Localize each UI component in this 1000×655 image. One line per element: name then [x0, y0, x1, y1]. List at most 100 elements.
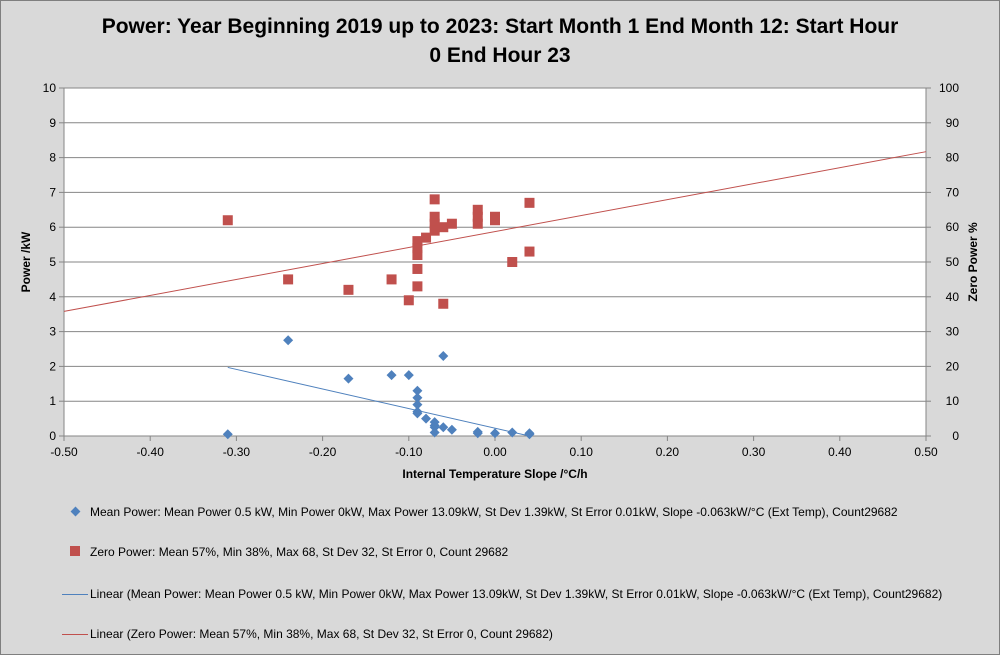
y-tick-label: 3 [49, 325, 56, 339]
y-tick-label: 9 [49, 116, 56, 130]
zero-power-point [412, 281, 423, 292]
y2-tick-label: 70 [946, 185, 960, 199]
x-tick-label: -0.20 [309, 445, 337, 459]
mean-power-point [438, 422, 449, 433]
y2-tick-label: 100 [939, 81, 959, 95]
zero-power-point [343, 284, 354, 295]
y2-tick-labels: 0 10 20 30 40 50 60 70 80 90 100 [939, 81, 959, 443]
zero-power-point [386, 274, 397, 285]
zero-power-point [412, 263, 423, 274]
zero-power-point [524, 197, 535, 208]
x-tick-label: 0.40 [828, 445, 852, 459]
x-tick-labels: -0.50 -0.40 -0.30 -0.20 -0.10 0.00 0.10 0.20 0.3… [50, 445, 938, 459]
zero-power-point [524, 246, 535, 257]
zero-power-point [438, 298, 449, 309]
y2-tick-label: 40 [946, 290, 960, 304]
trendline [227, 366, 530, 437]
y2-tick-label: 50 [946, 255, 960, 269]
mean-power-point [386, 370, 397, 381]
gridlines [59, 87, 931, 441]
legend-marker [62, 544, 90, 560]
y-tick-label: 10 [43, 81, 57, 95]
zero-power-point [222, 215, 233, 226]
zero-power-point [446, 218, 457, 229]
trendline [63, 151, 927, 312]
x-tick-label: 0.30 [742, 445, 766, 459]
legend-item-mean-power: Mean Power: Mean Power 0.5 kW, Min Power… [62, 504, 962, 520]
mean-power-point [412, 392, 423, 403]
legend-item-linear-zero-power: Linear (Zero Power: Mean 57%, Min 38%, M… [62, 626, 962, 642]
zero-power-point [421, 232, 432, 243]
line-marker-icon [62, 634, 88, 635]
chart-title: Power: Year Beginning 2019 up to 2023: S… [101, 15, 899, 67]
y-tick-label: 6 [49, 220, 56, 234]
y-tick-label: 7 [49, 185, 56, 199]
mean-power-point [421, 413, 432, 424]
x-tick-label: -0.50 [50, 445, 78, 459]
mean-power-point [343, 373, 354, 384]
zero-power-point [429, 211, 440, 222]
x-tick-label: -0.10 [395, 445, 423, 459]
legend-label: Zero Power: Mean 57%, Min 38%, Max 68, S… [90, 545, 509, 559]
y2-tick-label: 60 [946, 220, 960, 234]
y2-tick-label: 90 [946, 116, 960, 130]
mean-power-point [429, 422, 440, 433]
zero-power-point [412, 250, 423, 261]
mean-power-point [412, 399, 423, 410]
x-tick-label: 0.20 [656, 445, 680, 459]
x-tick-label: 0.00 [483, 445, 507, 459]
y-axis-title: Power /kW [19, 231, 33, 292]
zero-power-point [490, 215, 500, 226]
y2-tick-label: 20 [946, 359, 960, 373]
zero-power-point [403, 295, 414, 306]
y-tick-label: 0 [49, 429, 56, 443]
zero-power-point [283, 274, 294, 285]
legend-marker [62, 586, 90, 602]
mean-power-point [412, 408, 423, 419]
y-tick-label: 5 [49, 255, 56, 269]
zero-power-point [429, 194, 440, 205]
x-axis-title: Internal Temperature Slope /°C/h [402, 467, 587, 481]
line-marker-icon [62, 594, 88, 595]
y-tick-label: 4 [49, 290, 56, 304]
mean-power-point [412, 385, 423, 396]
diamond-marker-icon [70, 506, 81, 517]
x-tick-label: 0.10 [570, 445, 594, 459]
y-tick-label: 1 [49, 394, 56, 408]
legend-marker [62, 626, 90, 642]
square-marker-icon [70, 546, 80, 556]
mean-power-point [490, 428, 500, 439]
y-tick-label: 2 [49, 359, 56, 373]
mean-power-point [524, 429, 535, 440]
zero-power-point [429, 225, 440, 236]
mean-power-point [507, 427, 518, 438]
y2-tick-label: 80 [946, 151, 960, 165]
zero-power-point [412, 236, 423, 247]
x-tick-label: -0.40 [137, 445, 165, 459]
mean-power-point [283, 335, 294, 346]
data-markers [222, 194, 535, 440]
legend-label: Linear (Zero Power: Mean 57%, Min 38%, M… [90, 627, 553, 641]
zero-power-point [438, 222, 449, 233]
y2-tick-label: 10 [946, 394, 960, 408]
x-tick-label: 0.50 [914, 445, 938, 459]
y-tick-label: 8 [49, 151, 56, 165]
legend-label: Linear (Mean Power: Mean Power 0.5 kW, M… [90, 587, 943, 601]
y2-tick-label: 30 [946, 325, 960, 339]
zero-power-point [412, 243, 423, 254]
mean-power-point [403, 370, 414, 381]
mean-power-point [438, 350, 449, 361]
zero-power-point [472, 218, 483, 229]
zero-power-point [507, 257, 518, 267]
legend-label: Mean Power: Mean Power 0.5 kW, Min Power… [90, 505, 898, 519]
mean-power-point [429, 427, 440, 438]
legend-marker [62, 504, 90, 520]
mean-power-point [222, 429, 233, 440]
y2-axis-title: Zero Power % [966, 222, 980, 302]
zero-power-point [472, 211, 483, 222]
mean-power-point [446, 424, 457, 435]
x-tick-label: -0.30 [223, 445, 251, 459]
y2-tick-label: 0 [952, 429, 959, 443]
mean-power-point [472, 428, 483, 439]
